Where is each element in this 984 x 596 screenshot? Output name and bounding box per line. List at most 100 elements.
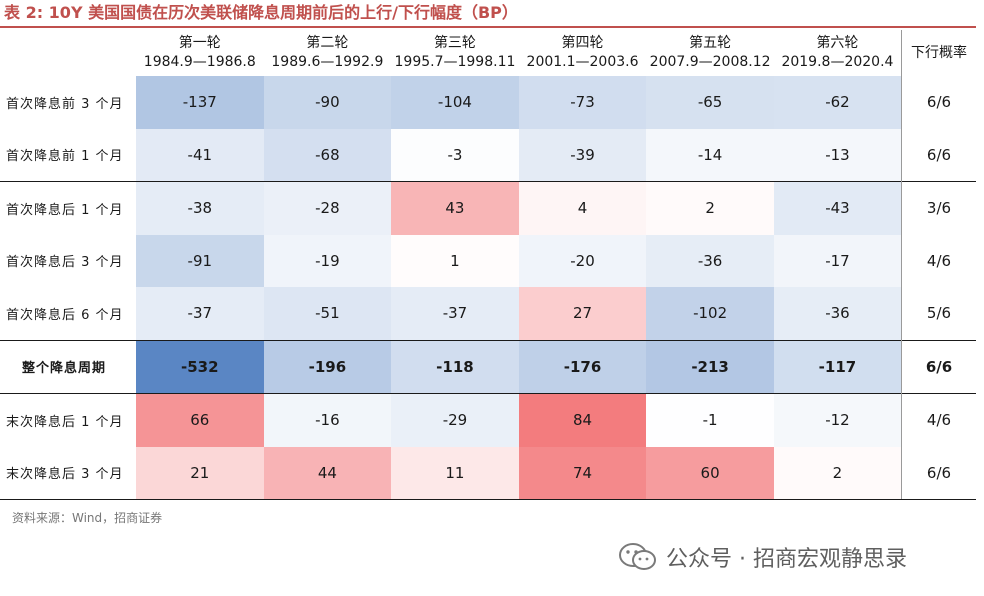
row-label: 末次降息后 3 个月 xyxy=(0,446,136,500)
table-row: 整个降息周期 -532 -196 -118 -176 -213 -117 6/6 xyxy=(0,339,976,394)
corner-cell xyxy=(0,30,136,76)
heatmap-cell: 27 xyxy=(518,287,647,340)
column-header-1: 第一轮 1984.9—1986.8 xyxy=(136,30,264,76)
watermark-text: 公众号 · 招商宏观静思录 xyxy=(666,547,907,572)
column-period: 2001.1—2003.6 xyxy=(526,54,639,70)
heatmap-cell: -68 xyxy=(263,128,392,182)
down-probability-cell: 4/6 xyxy=(901,393,976,447)
heatmap-cell: 66 xyxy=(136,393,264,447)
table-row: 首次降息前 1 个月 -41 -68 -3 -39 -14 -13 6/6 xyxy=(0,128,976,182)
heatmap-cell: 44 xyxy=(263,446,392,500)
table-row: 首次降息后 1 个月 -38 -28 43 4 2 -43 3/6 xyxy=(0,181,976,235)
watermark: 公众号 · 招商宏观静思录 xyxy=(618,540,907,574)
column-header-5: 第五轮 2007.9—2008.12 xyxy=(646,30,774,76)
heatmap-cell: -196 xyxy=(263,339,392,394)
column-period: 2019.8—2020.4 xyxy=(781,54,894,70)
table-row: 首次降息前 3 个月 -137 -90 -104 -73 -65 -62 6/6 xyxy=(0,76,976,129)
column-round-name: 第六轮 xyxy=(816,35,859,51)
column-header-6: 第六轮 2019.8—2020.4 xyxy=(774,30,902,76)
heatmap-cell: -137 xyxy=(136,76,264,129)
column-period: 1995.7—1998.11 xyxy=(394,54,516,70)
heatmap-cell: -19 xyxy=(263,234,392,287)
heatmap-cell: -38 xyxy=(136,181,264,235)
row-label: 末次降息后 1 个月 xyxy=(0,393,136,447)
down-probability-cell: 6/6 xyxy=(901,446,976,500)
down-probability-cell: 3/6 xyxy=(901,181,976,235)
heatmap-cell: 84 xyxy=(518,393,647,447)
heatmap-cell: 2 xyxy=(773,446,902,500)
column-period: 2007.9—2008.12 xyxy=(649,54,771,70)
table-row: 末次降息后 3 个月 21 44 11 74 60 2 6/6 xyxy=(0,446,976,500)
heatmap-cell: 4 xyxy=(518,181,647,235)
heatmap-cell: -37 xyxy=(136,287,264,340)
row-label: 整个降息周期 xyxy=(0,339,136,394)
heatmap-cell: 74 xyxy=(518,446,647,500)
title-rule xyxy=(0,26,976,28)
heatmap-cell: -62 xyxy=(773,76,902,129)
header-row: 第一轮 1984.9—1986.8 第二轮 1989.6—1992.9 第三轮 1995.… xyxy=(0,30,976,76)
column-round-name: 第四轮 xyxy=(561,35,604,51)
row-label: 首次降息后 3 个月 xyxy=(6,255,124,271)
row-label: 首次降息后 1 个月 xyxy=(0,181,136,235)
column-period: 1984.9—1986.8 xyxy=(143,54,256,70)
heatmap-cell: -13 xyxy=(773,128,902,182)
heatmap-cell: -12 xyxy=(773,393,902,447)
heatmap-cell: -90 xyxy=(263,76,392,129)
heatmap-cell: 11 xyxy=(391,446,519,500)
heatmap-cell: -102 xyxy=(646,287,774,340)
heatmap-cell: -43 xyxy=(773,181,902,235)
heatmap-cell: -213 xyxy=(646,339,774,394)
table-title: 表 2: 10Y 美国国债在历次美联储降息周期前后的上行/下行幅度（BP） xyxy=(4,3,518,22)
heatmap-cell: 43 xyxy=(391,181,519,235)
down-probability-cell: 6/6 xyxy=(901,128,976,182)
source-note: 资料来源：Wind，招商证券 xyxy=(12,511,163,525)
heatmap-cell: -117 xyxy=(773,339,902,394)
column-round-name: 第一轮 xyxy=(178,35,221,51)
heatmap-cell: 21 xyxy=(136,446,264,500)
column-header-4: 第四轮 2001.1—2003.6 xyxy=(519,30,647,76)
heatmap-cell: -16 xyxy=(263,393,392,447)
heatmap-cell: -14 xyxy=(646,128,774,182)
heatmap-cell: -1 xyxy=(646,393,774,447)
heatmap-cell: -37 xyxy=(391,287,519,340)
table-row: 末次降息后 1 个月 66 -16 -29 84 -1 -12 4/6 xyxy=(0,393,976,447)
row-label: 首次降息后 6 个月 xyxy=(6,307,124,323)
heatmap-cell: -3 xyxy=(391,128,519,182)
heatmap-cell: -39 xyxy=(518,128,647,182)
down-probability-cell: 5/6 xyxy=(901,287,976,340)
heatmap-cell: -532 xyxy=(136,339,264,394)
down-probability-cell: 6/6 xyxy=(901,76,976,129)
column-header-probability: 下行概率 xyxy=(901,30,976,76)
heatmap-cell: 2 xyxy=(646,181,774,235)
column-period: 1989.6—1992.9 xyxy=(271,54,384,70)
rate-cut-heatmap-table: 第一轮 1984.9—1986.8 第二轮 1989.6—1992.9 第三轮 1995.… xyxy=(0,30,976,500)
heatmap-cell: -41 xyxy=(136,128,264,182)
heatmap-cell: -104 xyxy=(391,76,519,129)
down-probability-cell: 4/6 xyxy=(901,234,976,287)
column-round-name: 第五轮 xyxy=(689,35,732,51)
heatmap-cell: -20 xyxy=(518,234,647,287)
heatmap-cell: 1 xyxy=(391,234,519,287)
row-label: 首次降息前 3 个月 xyxy=(6,96,124,112)
heatmap-cell: -17 xyxy=(773,234,902,287)
column-header-3: 第三轮 1995.7—1998.11 xyxy=(391,30,519,76)
heatmap-cell: -51 xyxy=(263,287,392,340)
heatmap-cell: -36 xyxy=(646,234,774,287)
heatmap-cell: -176 xyxy=(518,339,647,394)
heatmap-cell: -29 xyxy=(391,393,519,447)
heatmap-cell: 60 xyxy=(646,446,774,500)
wechat-icon xyxy=(619,543,656,570)
heatmap-cell: -65 xyxy=(646,76,774,129)
heatmap-cell: -36 xyxy=(773,287,902,340)
heatmap-cell: -73 xyxy=(518,76,647,129)
heatmap-cell: -118 xyxy=(391,339,519,394)
table-row: 首次降息后 6 个月 -37 -51 -37 27 -102 -36 5/6 xyxy=(0,287,976,340)
heatmap-cell: -91 xyxy=(136,234,264,287)
down-probability-cell: 6/6 xyxy=(901,339,976,394)
table-row: 首次降息后 3 个月 -91 -19 1 -20 -36 -17 4/6 xyxy=(0,234,976,287)
column-round-name: 第二轮 xyxy=(306,35,349,51)
row-label: 首次降息前 1 个月 xyxy=(6,149,124,165)
heatmap-cell: -28 xyxy=(263,181,392,235)
column-header-2: 第二轮 1989.6—1992.9 xyxy=(264,30,392,76)
column-round-name: 第三轮 xyxy=(433,35,476,51)
